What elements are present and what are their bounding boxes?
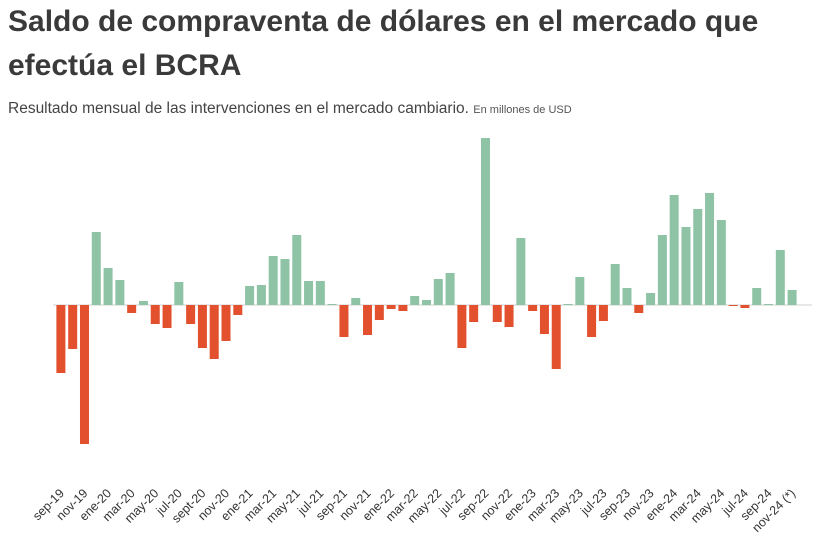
bar xyxy=(634,305,644,313)
bar xyxy=(339,305,349,337)
chart-subtitle: Resultado mensual de las intervenciones … xyxy=(8,100,469,117)
bar xyxy=(256,285,266,305)
bar xyxy=(327,304,337,305)
bar xyxy=(480,138,490,305)
bar xyxy=(587,305,597,337)
bar xyxy=(457,305,467,348)
bar xyxy=(150,305,160,324)
chart-subtitle-block: Resultado mensual de las intervenciones … xyxy=(8,100,572,118)
bar xyxy=(138,301,148,305)
chart-title: Saldo de compraventa de dólares en el me… xyxy=(8,5,759,82)
bar xyxy=(410,296,420,305)
bar xyxy=(221,305,231,341)
bar xyxy=(563,304,573,305)
bar xyxy=(209,305,219,359)
bar xyxy=(280,259,290,305)
bar xyxy=(598,305,608,321)
bar xyxy=(56,305,66,373)
bar xyxy=(492,305,502,322)
bar xyxy=(197,305,207,348)
bar xyxy=(775,250,785,305)
bar xyxy=(551,305,561,369)
bar xyxy=(681,227,691,305)
bar xyxy=(705,193,715,305)
bar xyxy=(539,305,549,334)
bar xyxy=(528,305,538,311)
bar xyxy=(374,305,384,320)
bar xyxy=(504,305,514,327)
bar xyxy=(575,277,585,305)
bar xyxy=(740,305,750,308)
bar xyxy=(469,305,479,322)
bar xyxy=(669,195,679,305)
bar xyxy=(433,279,443,305)
bar xyxy=(292,235,302,305)
bar xyxy=(716,220,726,305)
bar xyxy=(233,305,243,315)
bar xyxy=(764,304,774,305)
bar xyxy=(622,288,632,305)
bar xyxy=(174,282,184,305)
bar xyxy=(268,256,278,305)
bar xyxy=(516,238,526,305)
bar xyxy=(363,305,373,335)
bar xyxy=(245,286,255,305)
bar xyxy=(752,288,762,305)
bar xyxy=(386,305,396,309)
bar xyxy=(351,298,361,305)
bar xyxy=(115,280,125,305)
bar xyxy=(398,305,408,311)
bar xyxy=(693,209,703,305)
bar xyxy=(68,305,78,349)
bar xyxy=(162,305,172,328)
bar xyxy=(315,281,325,305)
bar xyxy=(657,235,667,305)
bar xyxy=(304,281,314,305)
bar xyxy=(103,268,113,305)
bar xyxy=(787,290,797,305)
bar xyxy=(728,305,738,306)
bar xyxy=(445,273,455,305)
bar xyxy=(186,305,196,324)
bar xyxy=(646,293,656,305)
bar xyxy=(422,300,431,305)
bar xyxy=(127,305,137,313)
bar xyxy=(79,305,89,444)
bar xyxy=(91,232,101,305)
unit-note: En millones de USD xyxy=(473,104,572,116)
bar xyxy=(610,264,620,305)
